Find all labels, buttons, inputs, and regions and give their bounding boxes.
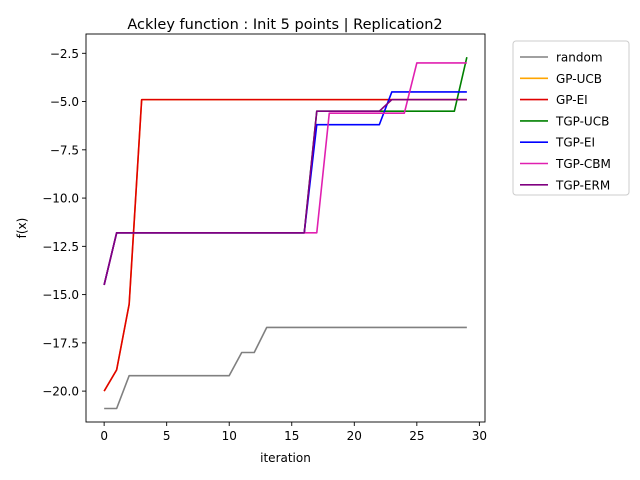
x-tick-label: 20 <box>347 429 362 443</box>
x-tick-label: 25 <box>409 429 424 443</box>
legend-frame <box>512 40 630 196</box>
legend-label: TGP-UCB <box>555 114 609 128</box>
plot-frame <box>85 33 486 423</box>
y-axis: −20.0 −17.5 −15.0 −12.5 −10.0 −7.5 −5.0 −2.5 <box>42 47 86 399</box>
x-tick-label: 10 <box>222 429 237 443</box>
series-line-random <box>104 326 467 410</box>
x-tick-label: 0 <box>100 429 108 443</box>
y-tick-label: −15.0 <box>42 288 79 302</box>
legend-label: TGP-ERM <box>555 178 610 192</box>
series-line-tgp-erm <box>103 98 467 286</box>
series-line-tgp-ei <box>103 91 467 286</box>
x-axis: 0 5 10 15 20 25 30 <box>100 422 487 443</box>
series-line-gp-ucb <box>103 98 467 392</box>
legend-label: random <box>556 51 603 65</box>
y-tick-label: −5.0 <box>50 95 79 109</box>
legend-label: GP-EI <box>556 93 588 107</box>
x-tick-label: 15 <box>284 429 299 443</box>
y-tick-label: −10.0 <box>42 192 79 206</box>
y-tick-label: −7.5 <box>50 143 79 157</box>
series-line-tgp-cbm <box>103 62 467 286</box>
y-tick-label: −20.0 <box>42 385 79 399</box>
chart-title: Ackley function : Init 5 points | Replic… <box>127 17 442 33</box>
y-tick-label: −17.5 <box>42 336 79 350</box>
x-tick-label: 5 <box>163 429 171 443</box>
x-axis-label: iteration <box>260 451 311 465</box>
plot-lines <box>103 56 468 410</box>
y-tick-label: −2.5 <box>50 47 79 61</box>
legend: random GP-UCB GP-EI TGP-UCB TGP-EI TGP-CBM TGP… <box>512 40 630 196</box>
series-line-gp-ei <box>103 98 467 392</box>
legend-label: TGP-CBM <box>555 157 611 171</box>
y-axis-label: f(x) <box>15 218 29 239</box>
y-tick-label: −12.5 <box>42 240 79 254</box>
x-tick-label: 30 <box>472 429 487 443</box>
legend-label: GP-UCB <box>556 72 602 86</box>
legend-label: TGP-EI <box>555 136 595 150</box>
